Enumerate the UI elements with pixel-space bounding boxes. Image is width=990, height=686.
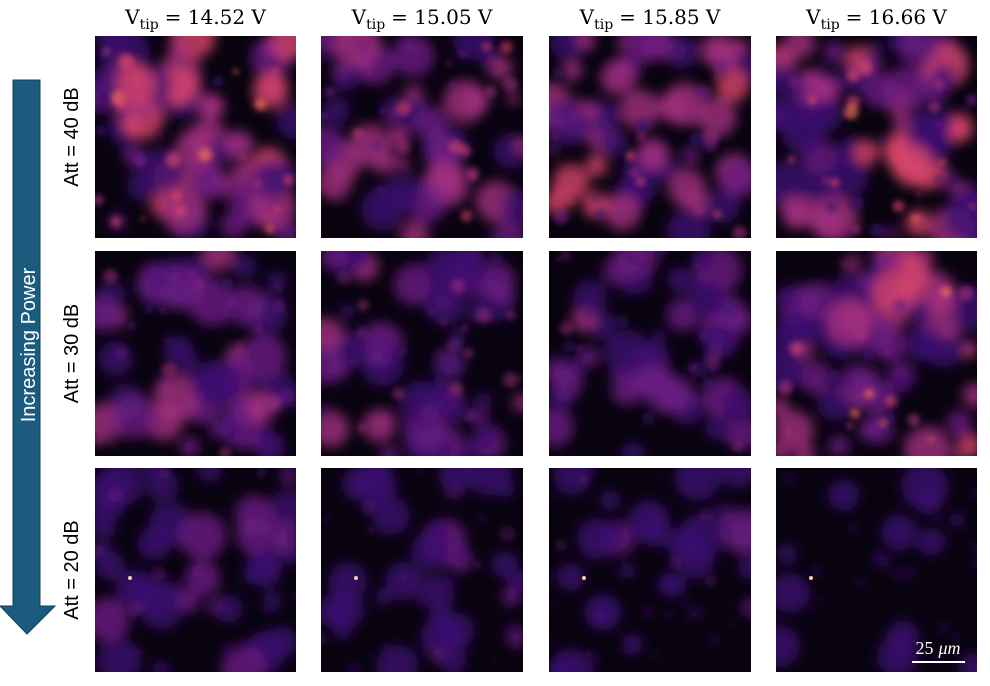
heatmap-panel (95, 468, 296, 672)
panel-texture (95, 36, 296, 238)
texture-fine (551, 36, 747, 238)
panel-grid (95, 36, 977, 672)
scale-unit: μm (937, 638, 960, 658)
column-header: Vtip = 16.66 V (805, 5, 947, 33)
panel-texture (549, 36, 751, 238)
texture-wide (776, 251, 977, 456)
texture-fine (96, 268, 294, 456)
panel-background (776, 468, 977, 672)
heatmap-panel (776, 468, 977, 672)
texture-fine (336, 251, 523, 443)
panel-texture (549, 468, 751, 672)
heatmap-panel (321, 468, 523, 672)
texture-wide (95, 36, 296, 238)
power-arrow (0, 79, 57, 635)
hot-spot (128, 576, 132, 580)
texture-wide (776, 36, 977, 238)
header-value: = 15.85 V (619, 5, 721, 29)
header-symbol: V (351, 5, 367, 29)
heatmap-panel (549, 468, 751, 672)
column-header: Vtip = 14.52 V (124, 5, 266, 33)
texture-fine (321, 468, 517, 672)
row-label: Att = 20 dB (61, 520, 83, 620)
column-header: Vtip = 15.05 V (351, 5, 493, 33)
row-label: Att = 40 dB (61, 87, 83, 187)
texture-fine (321, 40, 518, 226)
heatmap-panel (95, 251, 296, 456)
panel-texture (776, 468, 977, 672)
texture-wide (549, 36, 751, 238)
heatmap-panel (549, 251, 751, 456)
column-header: Vtip = 15.85 V (579, 5, 721, 33)
row-label: Att = 30 dB (61, 304, 83, 404)
header-subscript: tip (594, 17, 613, 33)
panel-texture (321, 468, 523, 672)
texture-fine (787, 60, 977, 238)
heatmap-panel (95, 36, 296, 238)
header-subscript: tip (366, 17, 385, 33)
header-value: = 14.52 V (165, 5, 267, 29)
texture-wide (95, 468, 296, 672)
header-symbol: V (579, 5, 595, 29)
header-value: = 16.66 V (846, 5, 948, 29)
texture-fine (549, 468, 737, 669)
texture-wide (549, 468, 751, 672)
panel-texture (776, 36, 977, 238)
texture-wide (321, 36, 523, 238)
texture-fine (95, 468, 296, 672)
arrow-label: Increasing Power (18, 267, 40, 422)
texture-wide (321, 468, 523, 672)
heatmap-panel (321, 36, 523, 238)
scale-bar-label: 25 μm (915, 638, 960, 658)
panel-texture (95, 251, 296, 456)
panel-texture (549, 251, 751, 456)
heatmap-panel (776, 36, 977, 238)
header-value: = 15.05 V (391, 5, 493, 29)
texture-fine (777, 256, 974, 451)
texture-fine (95, 47, 294, 233)
scale-value: 25 (915, 638, 933, 658)
hot-spot (809, 576, 813, 580)
texture-fine (776, 471, 977, 665)
heatmap-panel (776, 251, 977, 456)
hot-spot (582, 576, 586, 580)
header-subscript: tip (140, 17, 159, 33)
panel-texture (321, 251, 523, 456)
heatmap-panel (549, 36, 751, 238)
texture-fine (555, 251, 748, 452)
header-symbol: V (124, 5, 140, 29)
hot-spot (354, 576, 358, 580)
panel-texture (95, 468, 296, 672)
header-symbol: V (805, 5, 821, 29)
panel-texture (776, 251, 977, 456)
header-subscript: tip (821, 17, 840, 33)
panel-texture (321, 36, 523, 238)
heatmap-panel (321, 251, 523, 456)
